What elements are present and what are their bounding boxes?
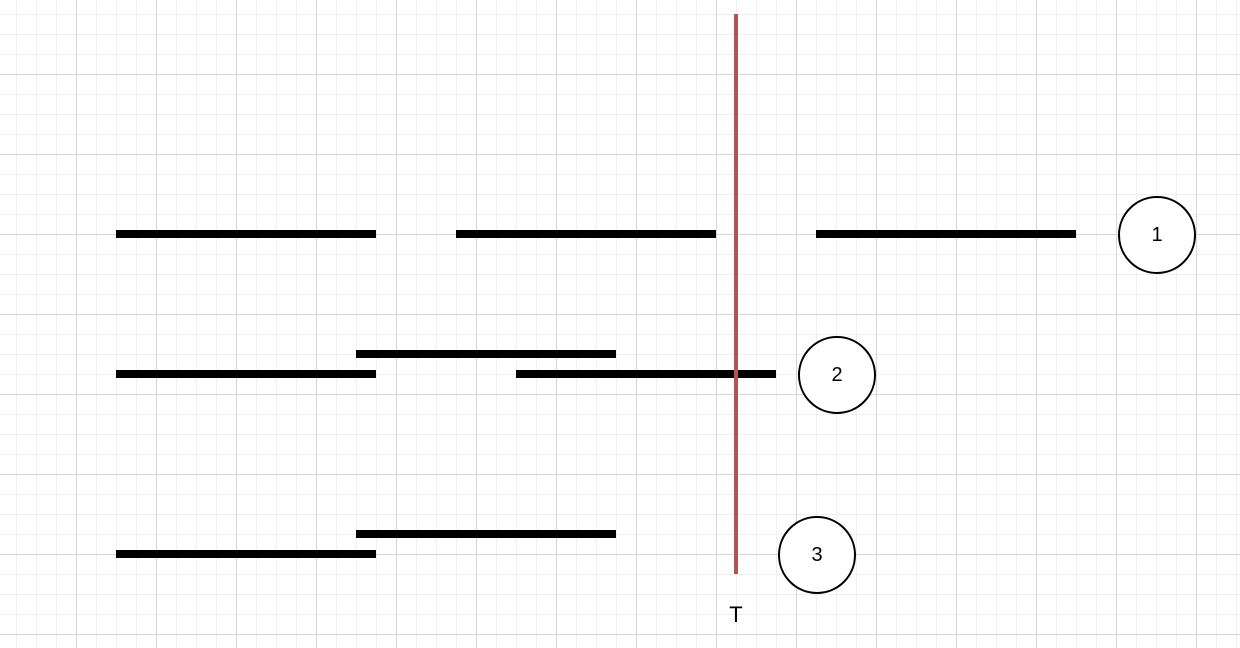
- group-1-label-circle: 1: [1118, 196, 1196, 274]
- group-2-label-circle: 2: [798, 336, 876, 414]
- group-3-bar-b: [356, 530, 616, 538]
- time-marker-label: T: [729, 602, 743, 627]
- group-1-bar-c: [816, 230, 1076, 238]
- group-1-bar-b: [456, 230, 716, 238]
- time-marker-line: [734, 14, 738, 574]
- group-1-bar-a: [116, 230, 376, 238]
- group-2-bar-a: [116, 370, 376, 378]
- group-2-label: 2: [831, 363, 843, 386]
- group-2-bar-b: [356, 350, 616, 358]
- group-2-bar-c: [516, 370, 776, 378]
- group-3-label-circle: 3: [778, 516, 856, 594]
- group-1-label: 1: [1151, 223, 1163, 246]
- group-3-label: 3: [811, 543, 823, 566]
- group-3-bar-a: [116, 550, 376, 558]
